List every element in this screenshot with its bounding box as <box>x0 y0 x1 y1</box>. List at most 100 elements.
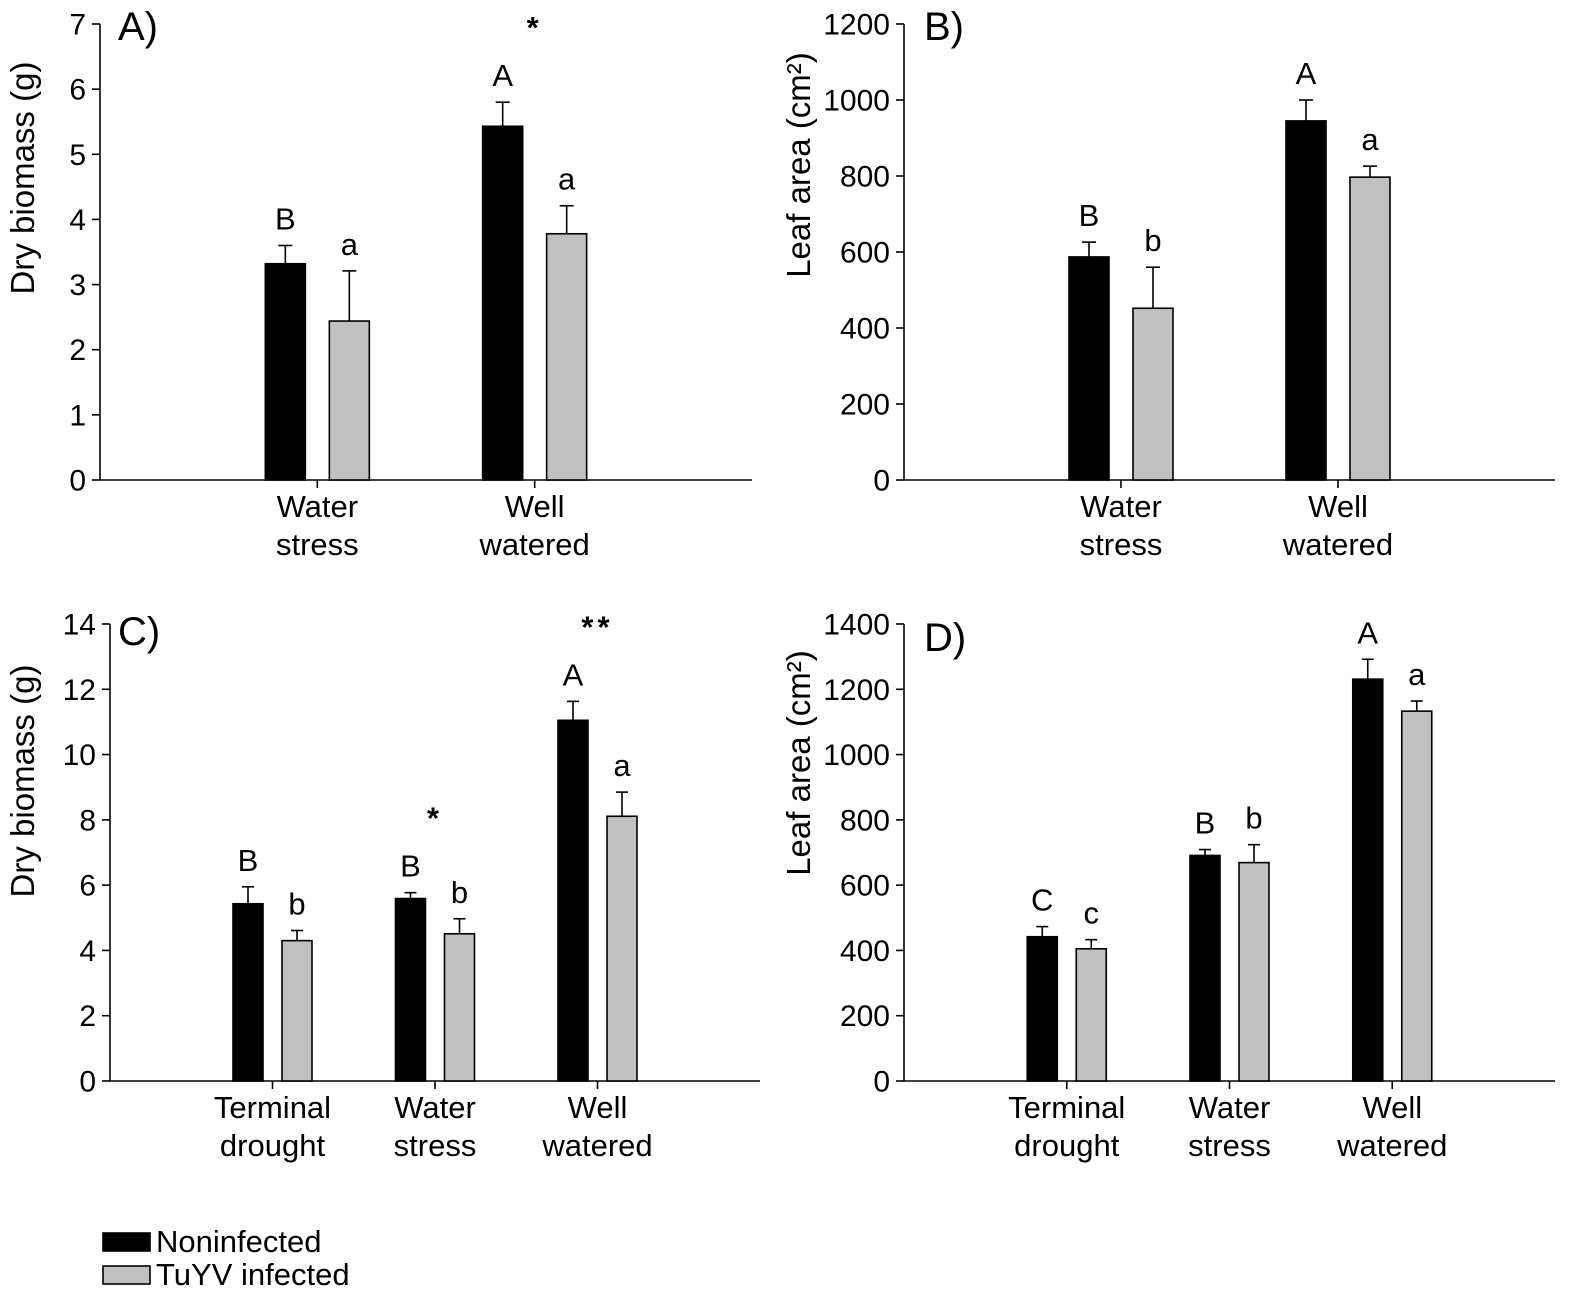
panel-c-y-tick-label: 6 <box>79 870 96 903</box>
panel-a-y-tick-label: 4 <box>69 204 86 237</box>
panel-b-y-tick-label: 400 <box>840 313 890 346</box>
panel-a-water-stress-noninfected-bar <box>264 262 307 481</box>
panel-a-water-stress-noninfected-letter: B <box>275 201 296 236</box>
panel-a-label: A) <box>118 5 158 49</box>
panel-c-water-stress-tuyv-infected-bar <box>443 932 476 1082</box>
panel-a-well-watered-tuyv-infected-letter: a <box>558 162 576 197</box>
panel-d-water-stress-noninfected-bar <box>1189 854 1221 1082</box>
panel-c-water-stress-noninfected-letter: B <box>400 849 421 884</box>
legend-swatch-tuyv-infected <box>102 1265 151 1285</box>
panel-d-y-tick-label: 1000 <box>823 739 890 772</box>
panel-a-category-label-water-stress: Water stress <box>275 489 359 562</box>
panel-d-well-watered-tuyv-infected-bar <box>1400 710 1433 1082</box>
panel-b-y-axis-title: Leaf area (cm²) <box>780 52 817 278</box>
panel-d-well-watered-tuyv-infected-letter: a <box>1408 657 1426 692</box>
panel-a-y-axis-title: Dry biomass (g) <box>4 62 41 295</box>
panel-b-y-tick-label: 800 <box>840 161 890 194</box>
panel-b-y-tick-label: 0 <box>873 465 890 498</box>
panel-c-significance-marker: * <box>427 801 443 836</box>
legend-swatch-noninfected <box>102 1232 151 1252</box>
panel-c-y-tick-label: 12 <box>63 674 96 707</box>
panel-b-water-stress-noninfected-bar <box>1068 256 1110 481</box>
panel-d-category-label-water-stress: Water stress <box>1188 1090 1271 1163</box>
panel-a-significance-marker: * <box>527 10 543 45</box>
panel-b-water-stress-tuyv-infected-bar <box>1132 307 1174 481</box>
panel-d-y-tick-label: 200 <box>840 1000 890 1033</box>
panel-d-y-tick-label: 600 <box>840 870 890 903</box>
panel-a-category-label-well-watered: Well watered <box>479 489 590 562</box>
panel-b-well-watered-noninfected-letter: A <box>1296 56 1317 91</box>
panel-c-well-watered-noninfected-bar <box>557 719 589 1082</box>
panel-a-y-tick-label: 2 <box>69 334 86 367</box>
panel-d-y-tick-label: 1400 <box>823 609 890 642</box>
panel-c-well-watered-tuyv-infected-letter: a <box>613 748 631 783</box>
panel-c-terminal-drought-noninfected-letter: B <box>238 843 259 878</box>
panel-d-y-tick-label: 400 <box>840 935 890 968</box>
panel-c-y-tick-label: 10 <box>63 739 96 772</box>
panel-d-y-tick-label: 1200 <box>823 674 890 707</box>
panel-b-water-stress-tuyv-infected-letter: b <box>1144 223 1161 258</box>
panel-c-y-tick-label: 8 <box>79 804 96 837</box>
panel-a-well-watered-noninfected-bar <box>481 125 524 481</box>
panel-b-y-tick-label: 1200 <box>823 9 890 42</box>
panel-d-label: D) <box>924 616 966 660</box>
panel-c-y-tick-label: 0 <box>79 1066 96 1099</box>
panel-d-terminal-drought-tuyv-infected-letter: c <box>1084 896 1100 931</box>
panel-b-water-stress-noninfected-letter: B <box>1079 198 1100 233</box>
panel-c-terminal-drought-tuyv-infected-letter: b <box>288 887 305 922</box>
panel-d-water-stress-tuyv-infected-bar <box>1238 861 1270 1082</box>
panel-c-category-label-well-watered: Well watered <box>542 1090 653 1163</box>
panel-c-water-stress-tuyv-infected-letter: b <box>451 875 468 910</box>
panel-d-water-stress-tuyv-infected-letter: b <box>1245 801 1262 836</box>
panel-d-terminal-drought-tuyv-infected-bar <box>1075 947 1108 1082</box>
panel-d-terminal-drought-noninfected-letter: C <box>1031 883 1053 918</box>
panel-d-category-label-well-watered: Well watered <box>1337 1090 1448 1163</box>
panel-b-label: B) <box>924 5 964 49</box>
panel-d: 0 200 400 600 800 1000 1200 1400 C c B b Aa D) Leaf ar… <box>780 609 1555 1099</box>
panel-c-y-tick-label: 2 <box>79 1000 96 1033</box>
legend: Noninfected TuYV infected <box>102 1224 350 1292</box>
panel-a-water-stress-tuyv-infected-bar <box>328 320 371 481</box>
panel-c-significance-marker: ** <box>581 609 613 644</box>
panel-d-water-stress-noninfected-letter: B <box>1195 806 1216 841</box>
panel-b-well-watered-tuyv-infected-bar <box>1349 176 1391 481</box>
panel-b-y-tick-label: 200 <box>840 389 890 422</box>
panel-d-y-axis-title: Leaf area (cm²) <box>780 650 817 876</box>
panel-a-y-tick-label: 1 <box>69 399 86 432</box>
panel-c-water-stress-noninfected-bar <box>394 897 427 1082</box>
panel-d-well-watered-noninfected-bar <box>1351 678 1384 1082</box>
panel-a: 0 1 2 3 4 5 6 7 Ba Aa * A) Dry biomass (g) <box>4 5 752 498</box>
panel-a-y-tick-label: 0 <box>69 465 86 498</box>
panel-b-well-watered-noninfected-bar <box>1285 120 1327 481</box>
panel-a-y-tick-label: 7 <box>69 9 86 42</box>
panel-a-y-tick-label: 3 <box>69 269 86 302</box>
panel-d-y-tick-label: 800 <box>840 804 890 837</box>
legend-label-noninfected: Noninfected <box>156 1224 321 1259</box>
panel-d-category-label-terminal-drought: Terminal drought <box>1008 1090 1126 1163</box>
panel-d-well-watered-noninfected-letter: A <box>1357 615 1378 650</box>
panel-b-category-label-well-watered: Well watered <box>1282 489 1394 562</box>
panel-d-y-tick-label: 0 <box>873 1066 890 1099</box>
panel-a-y-tick-label: 6 <box>69 74 86 107</box>
panel-c-y-axis-title: Dry biomass (g) <box>4 665 41 898</box>
panel-a-water-stress-tuyv-infected-letter: a <box>341 227 359 262</box>
panel-b-y-tick-label: 1000 <box>823 85 890 118</box>
panel-c-category-label-water-stress: Water stress <box>393 1090 477 1163</box>
panel-b-well-watered-tuyv-infected-letter: a <box>1361 122 1379 157</box>
panel-b-y-tick-label: 600 <box>840 237 890 270</box>
panel-a-y-tick-label: 5 <box>69 139 86 172</box>
panel-c-category-label-terminal-drought: Terminal drought <box>213 1090 332 1163</box>
panel-c-y-tick-label: 4 <box>79 935 96 968</box>
panel-c-well-watered-noninfected-letter: A <box>563 657 584 692</box>
panel-c-label: C) <box>118 610 160 654</box>
panel-c-y-tick-label: 14 <box>63 609 96 642</box>
panel-b-category-label-water-stress: Water stress <box>1079 489 1163 562</box>
panel-b: 0 200 400 600 800 1000 1200 Bb Aa B) Leaf area (cm… <box>780 5 1555 498</box>
legend-label-tuyv-infected: TuYV infected <box>156 1257 350 1292</box>
panel-a-well-watered-tuyv-infected-bar <box>545 232 588 481</box>
panel-a-well-watered-noninfected-letter: A <box>492 58 513 93</box>
